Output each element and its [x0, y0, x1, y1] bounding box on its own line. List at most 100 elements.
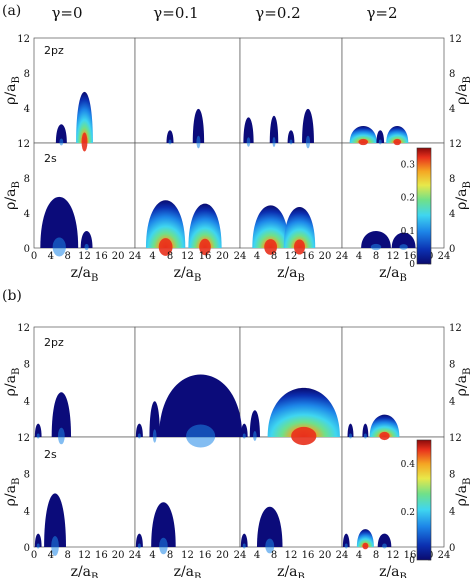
x-tick-label-c2-6: 24	[336, 251, 349, 262]
density-core-r0-c2-1	[253, 431, 257, 441]
density-lobe-r1-c1-1	[188, 203, 222, 248]
density-core-r0-c1-2	[186, 424, 216, 448]
x-tick-label-c2-5: 20	[319, 550, 332, 561]
column-header-gamma-0: γ=0	[51, 4, 82, 22]
y-axis-label-left-sub-r1: B	[11, 478, 22, 485]
y-axis-label-left-r0: ρ/aB	[3, 76, 22, 105]
density-lobe-r1-c3-0	[342, 533, 350, 547]
density-lobe-r1-c3-1	[391, 232, 416, 248]
density-core-r0-c1-1	[196, 135, 201, 149]
density-core-r1-c0-0	[36, 543, 40, 549]
x-tick-label-c0-5: 20	[112, 251, 125, 262]
y-axis-label-right-r1: ρ/aB	[454, 478, 473, 507]
density-lobe-r1-c0-0	[34, 533, 42, 547]
density-lobe-r1-c2-0	[252, 205, 289, 248]
row-label-2pz-a: 2pz	[44, 44, 64, 57]
heatmap-cell-r0-c1	[134, 37, 241, 144]
x-tick-label-c3-1: 4	[356, 251, 362, 262]
colorbar-label-1-1: 0.2	[401, 508, 415, 518]
x-tick-label-c1-1: 4	[149, 251, 155, 262]
y-axis-label-right-sub-r1: B	[462, 181, 473, 188]
panel-b: 0 4 8 12 16 20 24z/aB4 8 12 16 20 24z/aB4 8 12 16 20 24z…	[3, 323, 473, 578]
panel-label-a: (a)	[2, 3, 21, 19]
column-header-gamma-0.1: γ=0.1	[153, 4, 198, 22]
x-tick-label-c2-4: 16	[302, 251, 315, 262]
density-core-r0-c2-1	[272, 136, 276, 148]
heatmap-cell-r0-c0	[33, 326, 136, 438]
y-tick-right-r0-3: 12	[449, 323, 462, 334]
x-tick-label-c3-3: 12	[387, 550, 400, 561]
x-tick-label-c0-6: 24	[129, 251, 142, 262]
density-lobe-r0-c2-1	[249, 410, 260, 437]
x-tick-label-c0-2: 8	[64, 251, 70, 262]
y-tick-left-r0-3: 12	[17, 34, 30, 45]
y-axis-label-left-r1: ρ/aB	[3, 478, 22, 507]
x-axis-label-c1: z/aB	[174, 564, 202, 578]
x-tick-label-c2-1: 4	[254, 550, 260, 561]
density-lobe-r1-c0-0	[40, 196, 79, 248]
row-label-2s-a: 2s	[44, 152, 57, 165]
x-tick-label-c1-5: 20	[216, 251, 229, 262]
y-tick-right-r0-3: 12	[449, 34, 462, 45]
x-tick-label-c3-6: 24	[438, 550, 451, 561]
density-core-r0-c3-2	[379, 431, 390, 441]
density-core-r0-c2-3	[305, 135, 311, 149]
y-tick-left-r1-0: 0	[24, 543, 30, 554]
colorbar-b	[416, 439, 432, 561]
column-headers: γ=0 γ=0.1 γ=0.2 γ=2	[51, 4, 397, 22]
density-lobe-r0-c3-2	[386, 125, 409, 143]
density-lobe-r0-c1-0	[166, 130, 174, 143]
density-lobe-r0-c1-0	[135, 423, 143, 437]
x-tick-label-c1-4: 16	[199, 550, 212, 561]
y-tick-right-r0-2: 8	[449, 69, 455, 80]
density-core-r1-c1-0	[137, 543, 141, 549]
x-tick-label-c1-6: 24	[234, 251, 247, 262]
x-axis-label-sub-c3: B	[400, 572, 407, 578]
density-core-r0-c0-1	[57, 427, 65, 445]
y-tick-left-r0-2: 8	[24, 69, 30, 80]
panel-label-b: (b)	[2, 288, 22, 304]
density-core-r1-c2-1	[265, 538, 275, 554]
density-lobe-r1-c0-1	[44, 493, 66, 547]
x-tick-label-c1-2: 8	[167, 550, 173, 561]
density-lobe-r0-c2-0	[240, 423, 248, 437]
density-core-r1-c2-0	[264, 239, 277, 255]
y-axis-label-right-r1: ρ/aB	[454, 181, 473, 210]
density-lobe-r0-c2-0	[243, 117, 254, 143]
x-tick-label-c3-6: 24	[438, 251, 451, 262]
x-tick-label-c2-2: 8	[271, 251, 277, 262]
density-lobe-r1-c0-1	[80, 230, 93, 248]
y-axis-label-right-r0: ρ/aB	[454, 76, 473, 105]
x-axis-label-sub-c0: B	[91, 273, 98, 284]
row-label-2s-b: 2s	[44, 448, 57, 461]
density-core-r0-c0-0	[36, 433, 40, 439]
column-header-gamma-2: γ=2	[366, 4, 397, 22]
density-core-r1-c1-1	[199, 238, 211, 256]
density-lobe-r0-c2-3	[302, 108, 314, 143]
x-axis-label-c3: z/aB	[379, 564, 407, 578]
density-core-r0-c3-0	[358, 138, 369, 146]
y-tick-right-r1-2: 8	[449, 470, 455, 481]
x-tick-label-c2-3: 12	[285, 251, 298, 262]
x-tick-label-c0-1: 4	[48, 251, 54, 262]
x-tick-label-c3-3: 12	[387, 251, 400, 262]
x-axis-label-sub-c0: B	[91, 572, 98, 578]
x-tick-label-c3-2: 8	[373, 251, 379, 262]
density-lobe-r0-c3-1	[376, 130, 385, 143]
y-tick-left-r1-3: 12	[17, 139, 30, 150]
density-core-r0-c3-0	[349, 433, 352, 439]
density-lobe-r0-c3-0	[347, 423, 354, 437]
density-core-r0-c1-0	[168, 139, 172, 145]
x-tick-label-c1-3: 12	[181, 251, 194, 262]
x-axis-label-c1: z/aB	[174, 265, 202, 284]
y-tick-right-r1-1: 4	[449, 506, 455, 517]
density-lobe-r0-c3-2	[369, 414, 400, 437]
x-tick-label-c2-5: 20	[319, 251, 332, 262]
density-lobe-r1-c1-0	[135, 533, 143, 547]
y-tick-right-r1-0: 0	[449, 543, 455, 554]
density-lobe-r0-c0-1	[76, 91, 93, 143]
x-tick-label-c1-2: 8	[167, 251, 173, 262]
density-core-r0-c3-2	[393, 138, 402, 146]
density-core-r0-c0-1	[81, 132, 88, 152]
y-tick-left-r0-2: 8	[24, 360, 30, 371]
